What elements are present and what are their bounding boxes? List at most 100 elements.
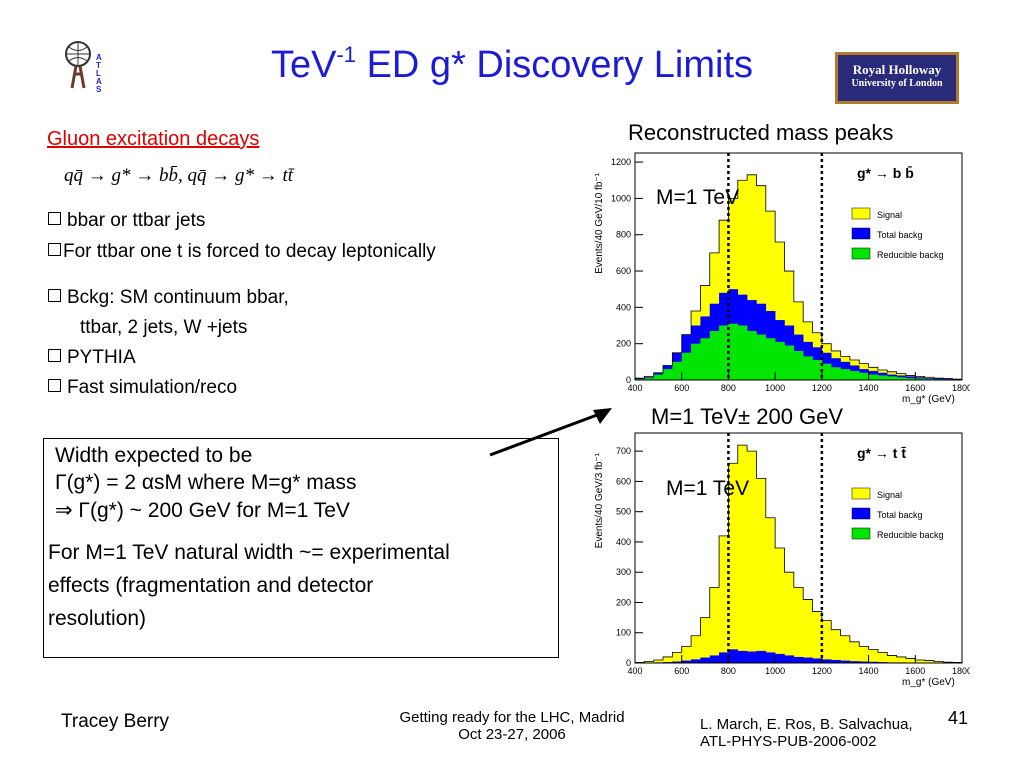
y-tick-label: 300 (616, 567, 631, 577)
svg-text:A: A (96, 77, 102, 86)
x-axis-label: m_g* (GeV) (902, 677, 955, 688)
histogram-bar (700, 617, 711, 663)
svg-text:T: T (96, 61, 101, 70)
y-tick-label: 100 (616, 628, 631, 638)
y-tick-label: 200 (616, 339, 631, 349)
histogram-bar (728, 323, 739, 380)
width-info-box (43, 438, 559, 658)
y-tick-label: 1200 (611, 157, 631, 167)
histogram-bar (756, 185, 767, 380)
width-paragraph-line: effects (fragmentation and detector (48, 574, 374, 597)
histogram-bar (709, 655, 720, 663)
histogram-bar (719, 535, 729, 663)
histogram-bar (924, 660, 935, 663)
footer-event-line: Getting ready for the LHC, Madrid (399, 709, 625, 726)
histogram-bar (719, 652, 729, 663)
histogram-bar (737, 445, 748, 663)
histogram-bar (868, 661, 879, 663)
histogram-bar (812, 658, 823, 663)
histogram-bar (747, 330, 757, 380)
peak-label: M=1 TeV (666, 477, 750, 500)
footer-reference: L. March, E. Ros, B. Salvachua, ATL-PHYS… (700, 716, 913, 750)
y-tick-label: 500 (616, 507, 631, 517)
histogram-bar (905, 378, 916, 380)
histogram-bar (709, 330, 720, 380)
bullet-item: PYTHIA (48, 347, 136, 369)
decay-formula: qq̄ → g* → bb̄, qq̄ → g* → tt̄ (64, 165, 294, 186)
histogram-bar (728, 649, 739, 663)
x-tick-label: 1800 (952, 383, 970, 393)
x-tick-label: 1000 (765, 666, 785, 676)
legend-label: Signal (877, 210, 902, 220)
y-tick-label: 600 (616, 266, 631, 276)
x-tick-label: 1000 (765, 383, 785, 393)
chart-caption-top: Reconstructed mass peaks (628, 120, 894, 145)
histogram-bar (681, 352, 692, 380)
histogram-bar (812, 611, 823, 663)
arrow-icon (489, 408, 612, 457)
plot-frame (634, 432, 963, 664)
chart-caption-middle: M=1 TeV± 200 GeV (651, 404, 844, 429)
histogram-bar (915, 378, 925, 380)
histogram-bar (905, 376, 916, 380)
histogram-bar (821, 659, 832, 663)
histogram-bar (672, 661, 683, 663)
bullet-item-continuation: ttbar, 2 jets, W +jets (80, 317, 248, 338)
histogram-bar (691, 343, 701, 380)
histogram-bar (821, 363, 832, 380)
x-tick-label: 800 (721, 666, 736, 676)
histogram-bar (653, 374, 664, 380)
legend-label: Total backg (877, 230, 923, 240)
histogram-bar (849, 370, 860, 380)
histogram-bar (812, 360, 823, 380)
histogram-bar (784, 345, 795, 380)
histogram-bar (868, 374, 879, 380)
histogram-bar (747, 651, 757, 663)
histogram-bar (756, 334, 767, 380)
histogram-bar (765, 211, 776, 380)
y-tick-label: 0 (626, 375, 631, 385)
histogram-bar (681, 646, 692, 663)
x-tick-label: 1600 (905, 666, 925, 676)
histogram-bar (737, 325, 748, 380)
atlas-logo: A T L A S (56, 38, 112, 94)
histogram-bar (793, 587, 804, 663)
histogram-bar (672, 361, 683, 380)
chart-title: g* → b b̄ (857, 164, 914, 181)
width-paragraph-line: For M=1 TeV natural width ~= experimenta… (48, 541, 450, 564)
x-tick-label: 600 (674, 666, 689, 676)
x-tick-label: 400 (627, 666, 642, 676)
histogram-bar (737, 650, 748, 663)
legend-label: Signal (877, 490, 902, 500)
footer-author: Tracey Berry (61, 711, 170, 732)
histogram-bar (840, 635, 851, 663)
histogram-bar (775, 548, 785, 663)
y-tick-label: 400 (616, 302, 631, 312)
logo-text: Royal Holloway (852, 62, 942, 77)
x-tick-label: 1800 (952, 666, 970, 676)
bullet-item: Bckg: SM continuum bbar, (48, 287, 289, 309)
histogram-bar (887, 376, 897, 380)
y-axis-label: Events/40 GeV/3 fb⁻¹ (594, 452, 605, 548)
histogram-bar (840, 660, 851, 663)
histogram-bar (933, 378, 944, 380)
histogram-bar (896, 377, 907, 380)
histogram-bar (775, 341, 785, 380)
page-number: 41 (948, 708, 969, 728)
histogram-bar (747, 451, 757, 663)
y-tick-label: 0 (626, 658, 631, 668)
checkbox-icon (48, 243, 61, 256)
histogram-bar (691, 659, 701, 663)
histogram-bar (681, 660, 692, 663)
histogram-bar (765, 517, 776, 663)
histogram-bar (793, 656, 804, 663)
histogram-bar (700, 657, 711, 663)
width-line-3: ⇒ Γ(g*) ~ 200 GeV for M=1 TeV (55, 499, 350, 522)
histogram-bar (803, 356, 813, 380)
histogram-bar (663, 369, 673, 380)
y-axis-label: Events/40 GeV/10 fb⁻¹ (594, 172, 605, 274)
histogram-bar (896, 656, 907, 663)
y-tick-label: 200 (616, 597, 631, 607)
histogram-bar (868, 649, 879, 663)
footer-ref-line: ATL-PHYS-PUB-2006-002 (700, 733, 877, 750)
